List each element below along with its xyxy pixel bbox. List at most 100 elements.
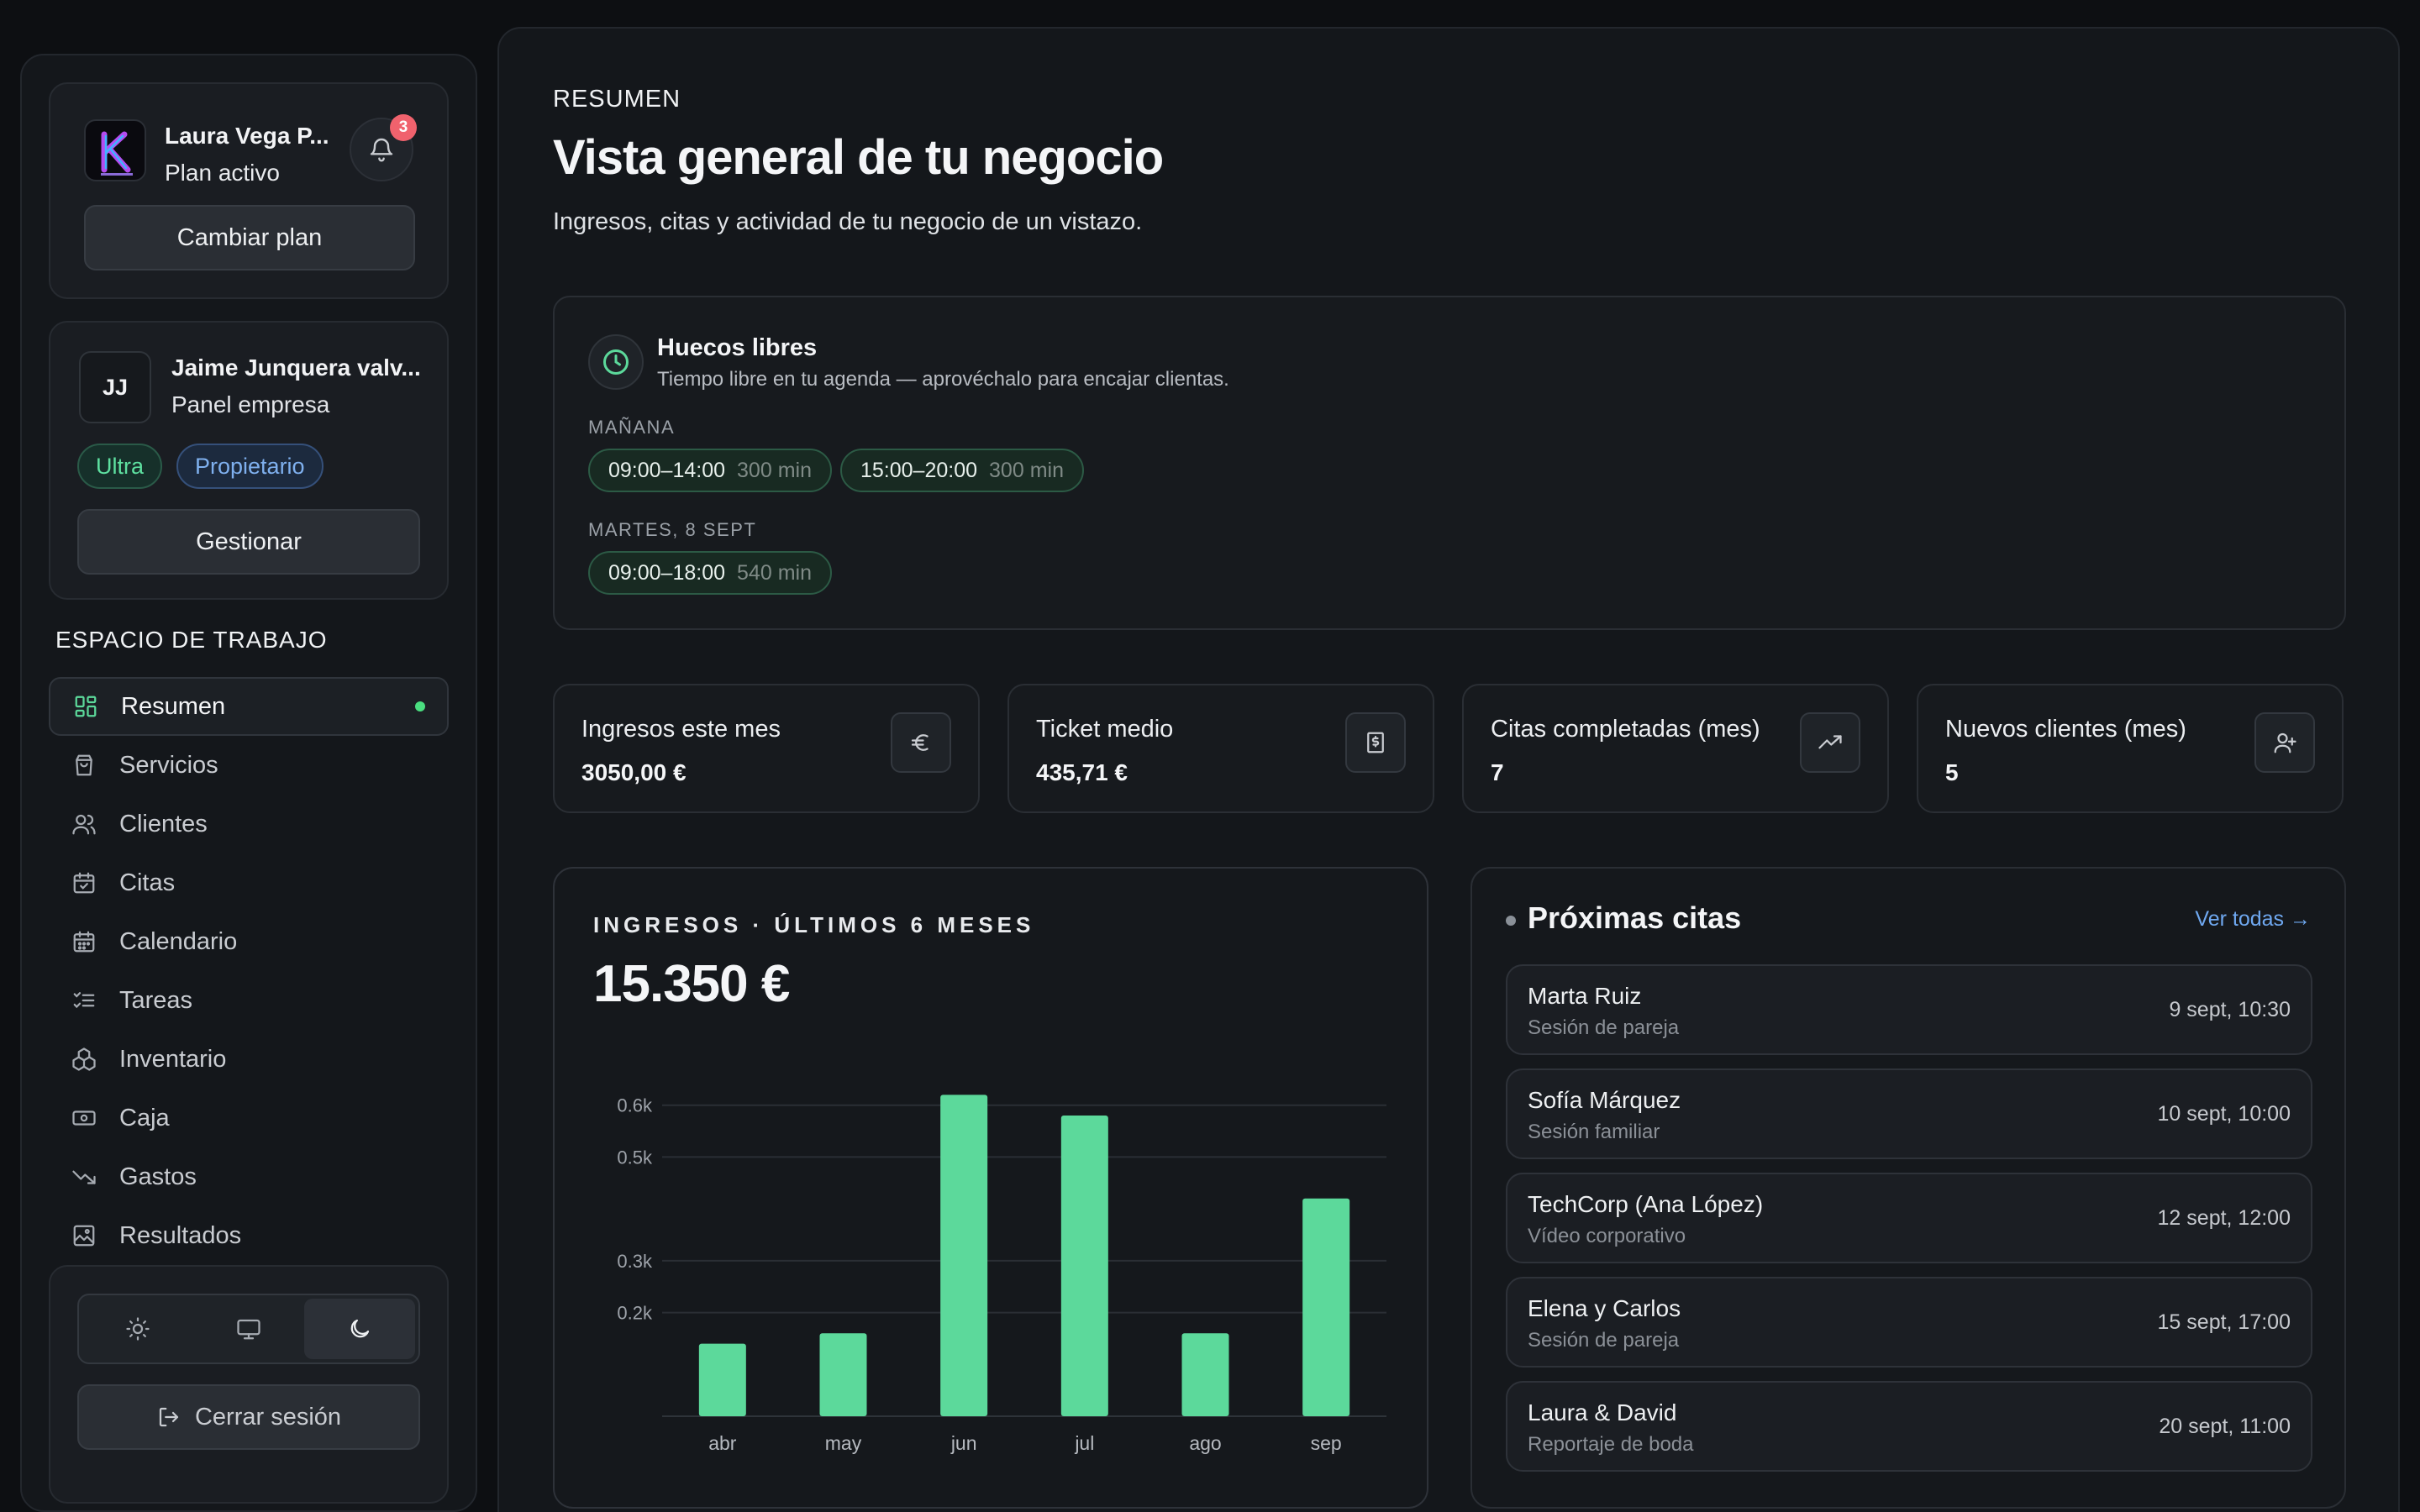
users-icon <box>71 811 97 837</box>
free-slots-card: Huecos libres Tiempo libre en tu agenda … <box>553 296 2346 630</box>
dashboard-icon <box>72 693 99 720</box>
appointment-row[interactable]: Marta Ruiz Sesión de pareja 9 sept, 10:3… <box>1506 964 2312 1055</box>
calendar-check-icon <box>71 869 97 896</box>
slot-time: 09:00–14:00 <box>608 458 726 482</box>
sidebar-item-tareas[interactable]: Tareas <box>49 971 449 1030</box>
company-card: JJ Jaime Junquera valv... Panel empresa … <box>49 321 449 600</box>
moon-icon <box>350 1319 370 1338</box>
slot-duration: 300 min <box>737 458 812 482</box>
sidebar-item-servicios[interactable]: Servicios <box>49 736 449 795</box>
sidebar-item-label: Caja <box>119 1104 170 1131</box>
notifications-button[interactable]: 3 <box>350 114 417 181</box>
sidebar-item-resumen[interactable]: Resumen <box>49 677 449 736</box>
stat-label: Citas completadas (mes) <box>1491 716 1760 743</box>
chart-image-icon <box>71 1222 97 1249</box>
sidebar-item-inventario[interactable]: Inventario <box>49 1030 449 1089</box>
chart-bar <box>819 1333 867 1416</box>
change-plan-button[interactable]: Cambiar plan <box>84 205 415 270</box>
list-check-icon <box>71 987 97 1014</box>
theme-light-option[interactable] <box>82 1299 193 1359</box>
section-dot <box>1506 916 1516 926</box>
y-tick-label: 0.2k <box>617 1303 653 1324</box>
sidebar-item-calendario[interactable]: Calendario <box>49 912 449 971</box>
day-label: MAÑANA <box>588 417 676 438</box>
appointment-client: Marta Ruiz <box>1528 983 1642 1009</box>
page-title: Vista general de tu negocio <box>553 130 1164 185</box>
free-slot-chip[interactable]: 09:00–18:00 540 min <box>588 551 832 595</box>
sidebar-item-label: Tareas <box>119 986 193 1014</box>
upcoming-appointments-card: Próximas citas Ver todas → Marta Ruiz Se… <box>1470 867 2346 1509</box>
appointment-date: 12 sept, 12:00 <box>2157 1206 2291 1230</box>
stat-label: Ingresos este mes <box>581 716 781 743</box>
active-indicator <box>415 701 425 711</box>
trend-down-icon <box>71 1163 97 1190</box>
receipt-icon <box>1345 712 1406 773</box>
appointment-client: Sofía Márquez <box>1528 1087 1681 1113</box>
revenue-bar-chart: 0.2k 0.3k 0.5k 0.6k abr may jun jul ago sep <box>617 1095 1386 1454</box>
appointment-row[interactable]: TechCorp (Ana López) Vídeo corporativo 1… <box>1506 1173 2312 1263</box>
appointment-client: Laura & David <box>1528 1399 1677 1425</box>
x-tick-label: ago <box>1189 1432 1221 1454</box>
chart-bar <box>1181 1333 1229 1416</box>
theme-switcher <box>77 1294 420 1364</box>
stat-card-revenue: Ingresos este mes 3050,00 € <box>553 684 980 813</box>
sidebar: Laura Vega P... Plan activo 3 Cambiar pl… <box>20 54 477 1512</box>
free-slot-chip[interactable]: 09:00–14:00 300 min <box>588 449 832 492</box>
theme-dark-option[interactable] <box>304 1299 415 1359</box>
day-label: MARTES, 8 SEPT <box>588 519 757 540</box>
appointment-row[interactable]: Laura & David Reportaje de boda 20 sept,… <box>1506 1381 2312 1472</box>
x-tick-label: jul <box>1074 1432 1094 1454</box>
business-logo <box>84 119 146 181</box>
logout-icon <box>159 1407 179 1427</box>
bell-icon <box>370 138 393 162</box>
sidebar-item-label: Calendario <box>119 927 238 955</box>
stat-label: Nuevos clientes (mes) <box>1945 716 2186 743</box>
appointment-type: Sesión de pareja <box>1528 1016 1680 1039</box>
appointment-date: 10 sept, 10:00 <box>2157 1102 2291 1126</box>
free-slot-chip[interactable]: 15:00–20:00 300 min <box>840 449 1084 492</box>
stat-value: 5 <box>1945 759 1959 785</box>
manage-button[interactable]: Gestionar <box>77 509 420 575</box>
sidebar-nav: Resumen Servicios Clientes Citas Cale <box>49 677 449 1265</box>
slot-time: 15:00–20:00 <box>860 458 978 482</box>
session-card: Cerrar sesión <box>49 1265 449 1504</box>
sun-icon <box>126 1317 150 1341</box>
appointment-type: Sesión familiar <box>1528 1121 1660 1143</box>
x-tick-label: abr <box>708 1432 737 1454</box>
appointment-client: Elena y Carlos <box>1528 1295 1681 1321</box>
chart-bar <box>1060 1116 1108 1416</box>
logout-button[interactable]: Cerrar sesión <box>77 1384 420 1450</box>
y-tick-label: 0.6k <box>617 1095 653 1116</box>
company-avatar: JJ <box>79 351 151 423</box>
clock-icon <box>588 334 644 390</box>
chart-title: INGRESOS · ÚLTIMOS 6 MESES <box>593 912 1035 937</box>
sidebar-item-label: Citas <box>119 869 176 896</box>
stat-label: Ticket medio <box>1036 716 1174 743</box>
appointment-row[interactable]: Sofía Márquez Sesión familiar 10 sept, 1… <box>1506 1068 2312 1159</box>
theme-system-option[interactable] <box>193 1299 304 1359</box>
euro-icon <box>891 712 951 773</box>
appointment-row[interactable]: Elena y Carlos Sesión de pareja 15 sept,… <box>1506 1277 2312 1368</box>
cash-icon <box>71 1105 97 1131</box>
y-tick-label: 0.5k <box>617 1147 653 1168</box>
notification-count-badge: 3 <box>390 114 417 141</box>
slot-duration: 540 min <box>737 560 812 585</box>
stat-value: 3050,00 € <box>581 759 687 785</box>
role-badge: Propietario <box>176 444 324 489</box>
monitor-icon <box>237 1319 260 1340</box>
chart-bar <box>1302 1198 1350 1416</box>
slot-time: 09:00–18:00 <box>608 560 726 585</box>
user-plus-icon <box>2254 712 2315 773</box>
revenue-chart-card: INGRESOS · ÚLTIMOS 6 MESES 15.350 € 0.2k… <box>553 867 1428 1509</box>
appointment-type: Reportaje de boda <box>1528 1433 1694 1456</box>
sidebar-item-caja[interactable]: Caja <box>49 1089 449 1147</box>
sidebar-item-clientes[interactable]: Clientes <box>49 795 449 853</box>
chart-total: 15.350 € <box>593 955 790 1013</box>
see-all-link[interactable]: Ver todas → <box>2195 907 2311 931</box>
trending-up-icon <box>1800 712 1860 773</box>
tier-badge: Ultra <box>77 444 163 489</box>
sidebar-item-gastos[interactable]: Gastos <box>49 1147 449 1206</box>
sidebar-item-resultados[interactable]: Resultados <box>49 1206 449 1265</box>
sidebar-item-citas[interactable]: Citas <box>49 853 449 912</box>
free-slots-subtitle: Tiempo libre en tu agenda — aprovéchalo … <box>657 368 1229 391</box>
